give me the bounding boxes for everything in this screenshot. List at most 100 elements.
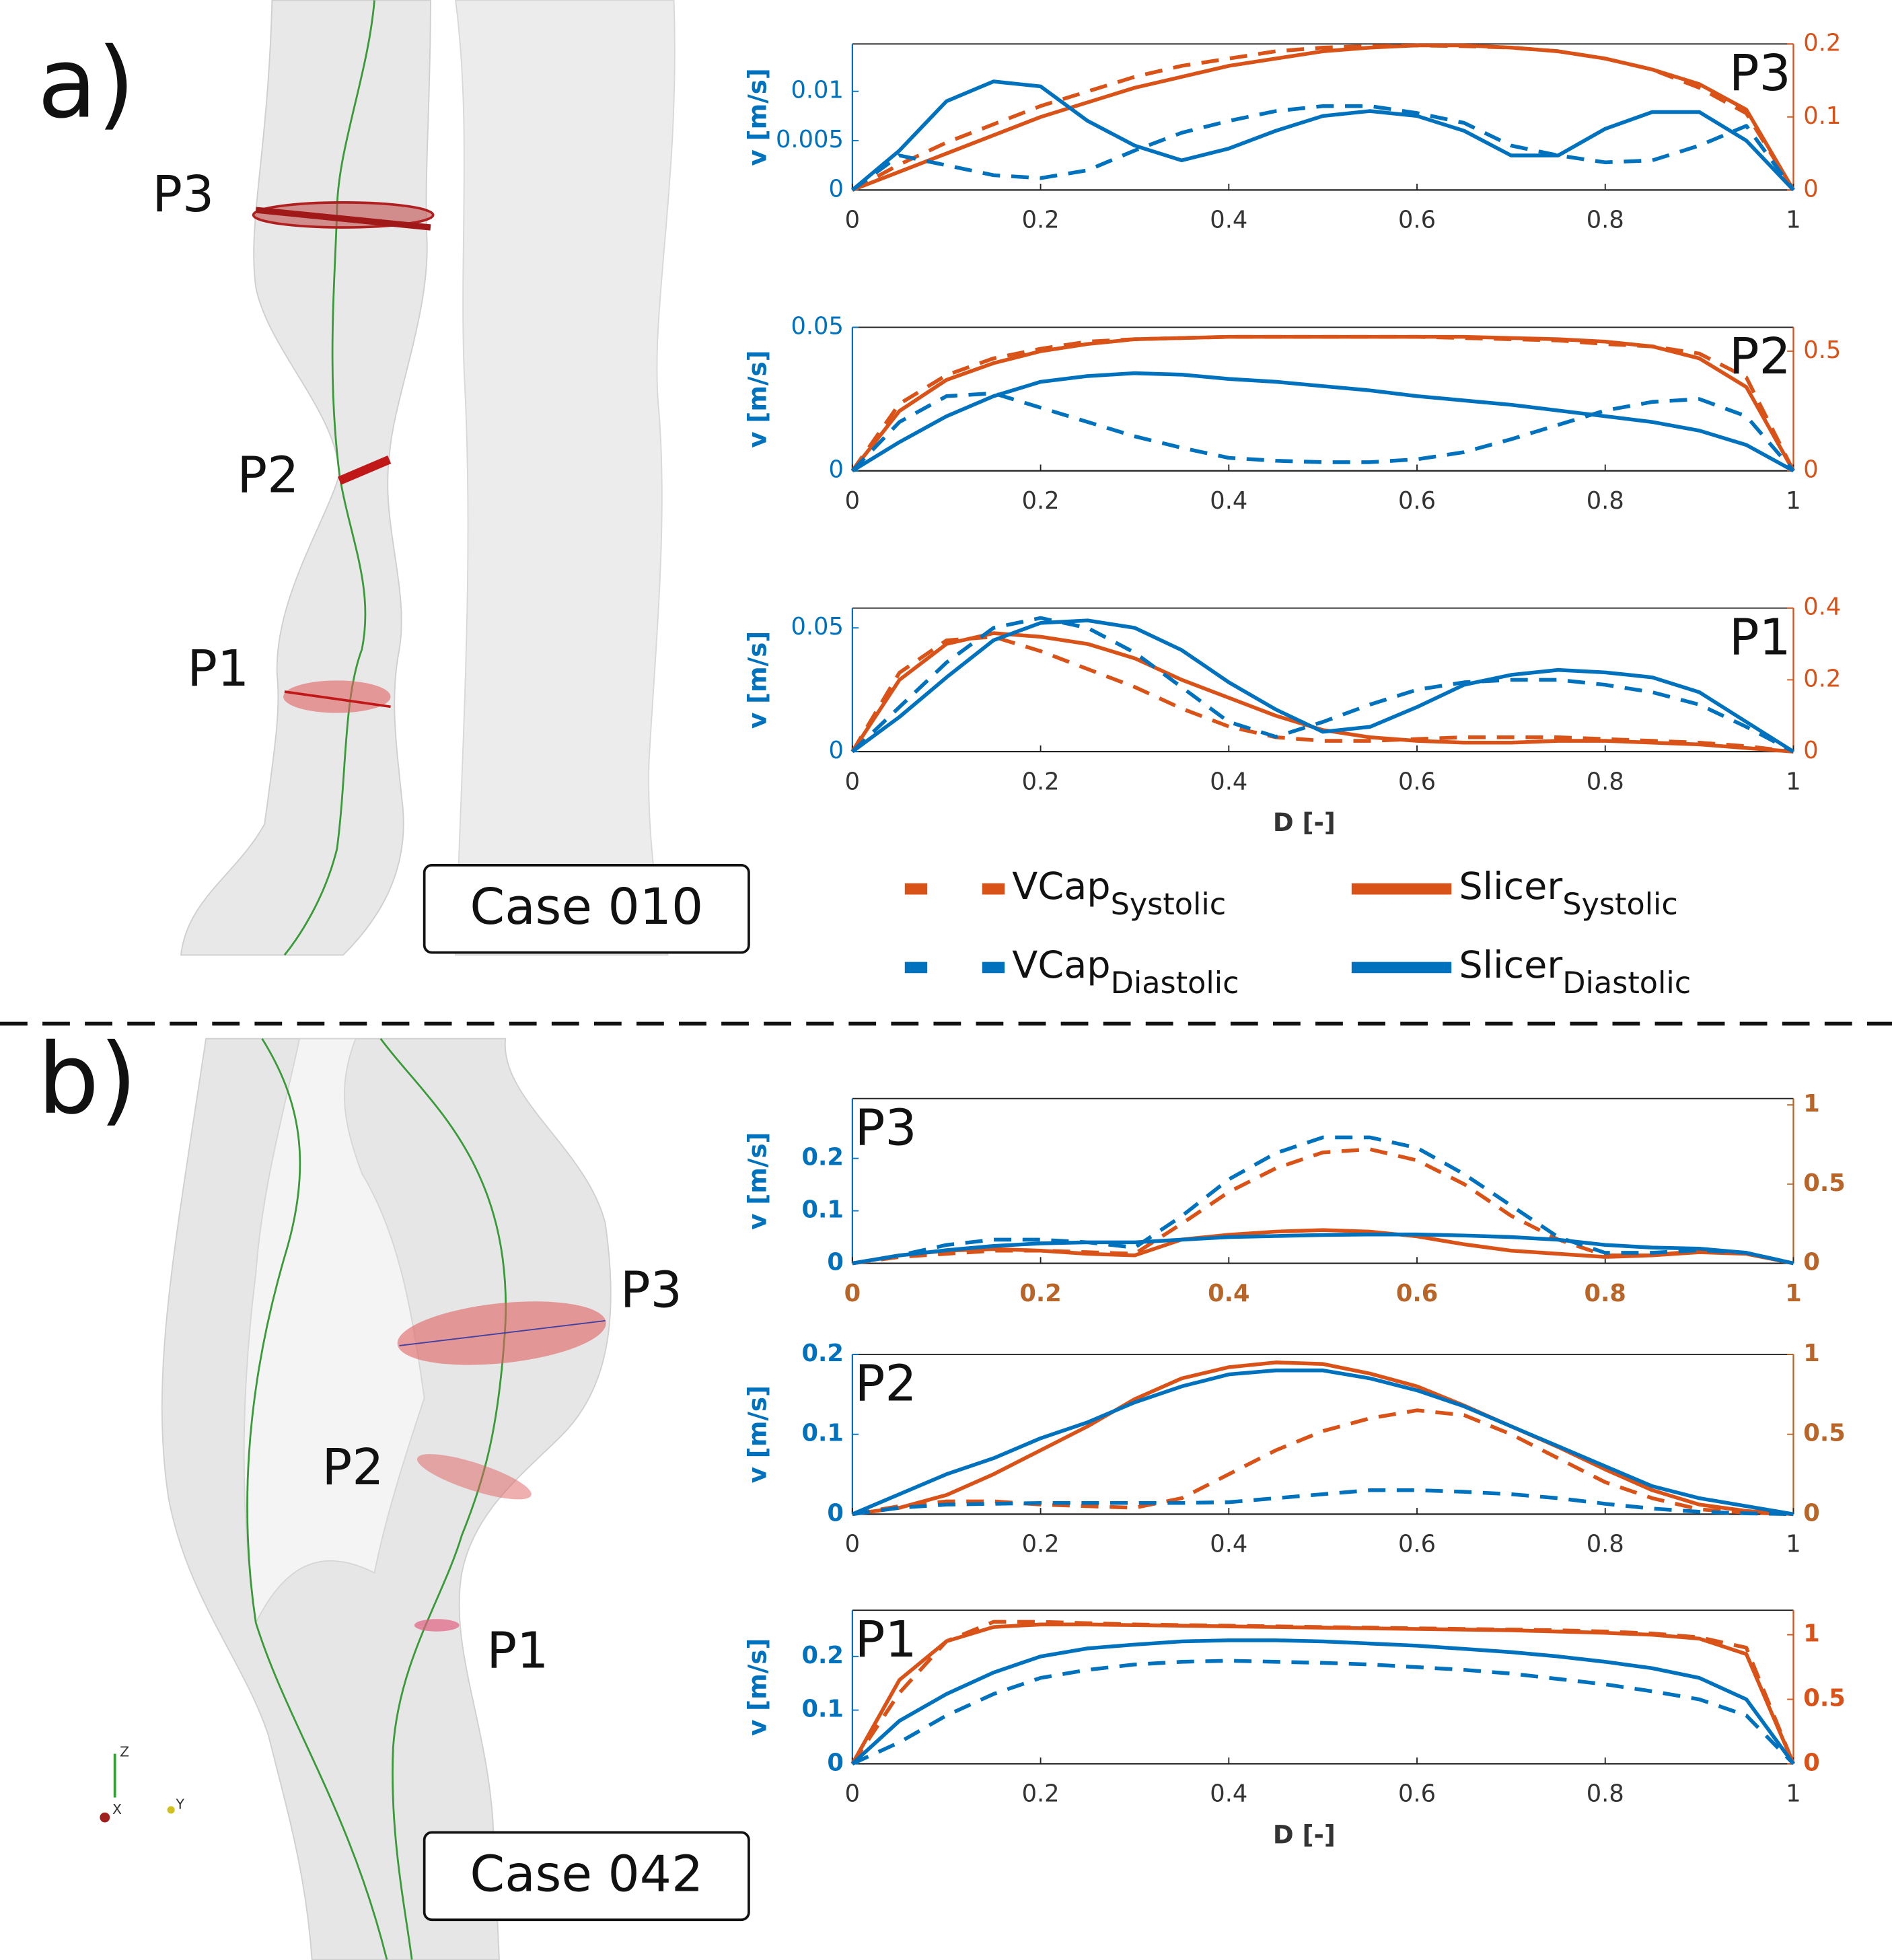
y2-tick-label: 0 <box>1803 737 1818 764</box>
legend-name: VCap <box>1012 943 1110 987</box>
case-label: Case 042 <box>470 1846 703 1903</box>
x-tick-label: 0.2 <box>1022 207 1060 234</box>
y-tick-label: 0.2 <box>801 1144 843 1171</box>
chart-title: P1 <box>855 1611 917 1669</box>
y2-tick-label: 0.1 <box>1803 102 1841 130</box>
legend-name: Slicer <box>1459 865 1562 908</box>
y2-tick-label: 0.4 <box>1803 593 1841 621</box>
x-tick-label: 0.2 <box>1022 1531 1060 1558</box>
series-line <box>851 104 1795 192</box>
plane-marker: P2 <box>322 1439 384 1496</box>
y2-tick-label: 0 <box>1803 1499 1820 1527</box>
series-line <box>850 1622 1796 1765</box>
plane-marker: P2 <box>237 446 299 504</box>
panel-label: b) <box>38 1023 137 1136</box>
legend-entry: VCapSystolic <box>1012 865 1226 922</box>
x-tick-label: 0.2 <box>1022 487 1060 515</box>
vessel-render-b <box>100 1038 612 1960</box>
x-tick-label: 0.4 <box>1210 768 1247 795</box>
y-tick-label: 0 <box>828 456 843 484</box>
x-tick-label: 0.8 <box>1587 207 1624 234</box>
y2-tick-label: 0.2 <box>1803 29 1841 57</box>
legend-name: VCap <box>1012 865 1110 908</box>
x-tick-label: 0.6 <box>1396 1280 1438 1307</box>
chart-title: P1 <box>1729 608 1791 666</box>
x-tick-label: 0.6 <box>1398 1780 1436 1808</box>
y-tick-label: 0.01 <box>791 77 843 104</box>
x-tick-label: 0 <box>845 207 860 234</box>
legend-entry: SlicerDiastolic <box>1459 943 1691 1001</box>
series-line <box>851 79 1795 192</box>
y-tick-label: 0.005 <box>776 126 844 153</box>
case-box <box>423 863 750 954</box>
series-line <box>852 1228 1794 1266</box>
y-tick-label: 0 <box>828 175 843 203</box>
plane-marker: P1 <box>187 640 249 698</box>
x-tick-label: 0.8 <box>1587 768 1624 795</box>
y-axis-label: v [m/s] <box>743 350 772 447</box>
chart-title: P2 <box>855 1355 917 1413</box>
chart-title: P2 <box>1729 328 1791 386</box>
x-tick-label: 0.8 <box>1587 1780 1624 1808</box>
chart-title: P3 <box>855 1099 917 1157</box>
series-line <box>852 1135 1794 1266</box>
x-tick-label: 0.8 <box>1587 487 1624 515</box>
x-tick-label: 0.8 <box>1585 1280 1626 1307</box>
x-tick-label: 0 <box>845 1531 860 1558</box>
x-tick-label: 0 <box>844 1280 861 1307</box>
legend-entry: SlicerSystolic <box>1459 865 1678 922</box>
y-tick-label: 0.1 <box>801 1696 843 1723</box>
legend-entry: VCapDiastolic <box>1012 943 1239 1001</box>
series-line <box>851 1638 1795 1766</box>
y-tick-label: 0 <box>827 1499 844 1527</box>
y-tick-label: 0.05 <box>791 613 843 641</box>
y2-tick-label: 0 <box>1803 1249 1820 1276</box>
x-tick-label: 0.6 <box>1398 207 1436 234</box>
axis-glyph: Z <box>120 1744 129 1760</box>
x-tick-label: 1 <box>1786 1531 1800 1558</box>
x-tick-label: 0.6 <box>1398 768 1436 795</box>
plane-marker: P3 <box>620 1262 682 1319</box>
series-line <box>850 334 1795 472</box>
vessel-render-a <box>180 0 676 956</box>
case-box <box>423 1831 750 1922</box>
axis-glyph: X <box>112 1801 122 1817</box>
y2-tick-label: 1 <box>1803 1090 1820 1118</box>
series-line <box>852 1232 1794 1266</box>
y2-tick-label: 0.2 <box>1803 665 1841 692</box>
y-axis-label: v [m/s] <box>743 1638 772 1736</box>
y-tick-label: 0.2 <box>801 1642 843 1669</box>
legend-subscript: Diastolic <box>1562 966 1691 1001</box>
y2-tick-label: 0.5 <box>1803 336 1841 364</box>
series-line <box>850 334 1795 472</box>
series-line <box>852 1408 1794 1517</box>
series-line <box>851 618 1794 754</box>
x-axis-label: D [-] <box>1273 1820 1336 1849</box>
x-tick-label: 1 <box>1785 1280 1802 1307</box>
x-tick-label: 1 <box>1786 768 1800 795</box>
x-tick-label: 1 <box>1786 487 1800 515</box>
y-tick-label: 0.1 <box>801 1196 843 1224</box>
x-tick-label: 0.6 <box>1398 1531 1436 1558</box>
y-tick-label: 0 <box>827 1749 844 1776</box>
x-tick-label: 0.4 <box>1210 1780 1247 1808</box>
plane-marker: P1 <box>486 1622 548 1680</box>
x-tick-label: 0.2 <box>1022 1780 1060 1808</box>
axis-glyph: Y <box>176 1796 185 1813</box>
x-tick-label: 0.2 <box>1022 768 1060 795</box>
y2-tick-label: 1 <box>1803 1340 1820 1367</box>
x-tick-label: 0 <box>845 768 860 795</box>
series-line <box>851 1659 1795 1766</box>
series-line <box>852 1488 1794 1517</box>
x-tick-label: 0.4 <box>1208 1280 1249 1307</box>
y2-tick-label: 0 <box>1803 456 1818 484</box>
chart-title: P3 <box>1729 44 1791 102</box>
y2-tick-label: 0.5 <box>1803 1685 1845 1712</box>
series-line <box>852 1360 1794 1517</box>
panel-label: a) <box>38 28 135 141</box>
y2-tick-label: 0 <box>1803 175 1818 203</box>
plane-marker: P3 <box>152 166 214 223</box>
y2-tick-label: 0.5 <box>1803 1169 1845 1197</box>
